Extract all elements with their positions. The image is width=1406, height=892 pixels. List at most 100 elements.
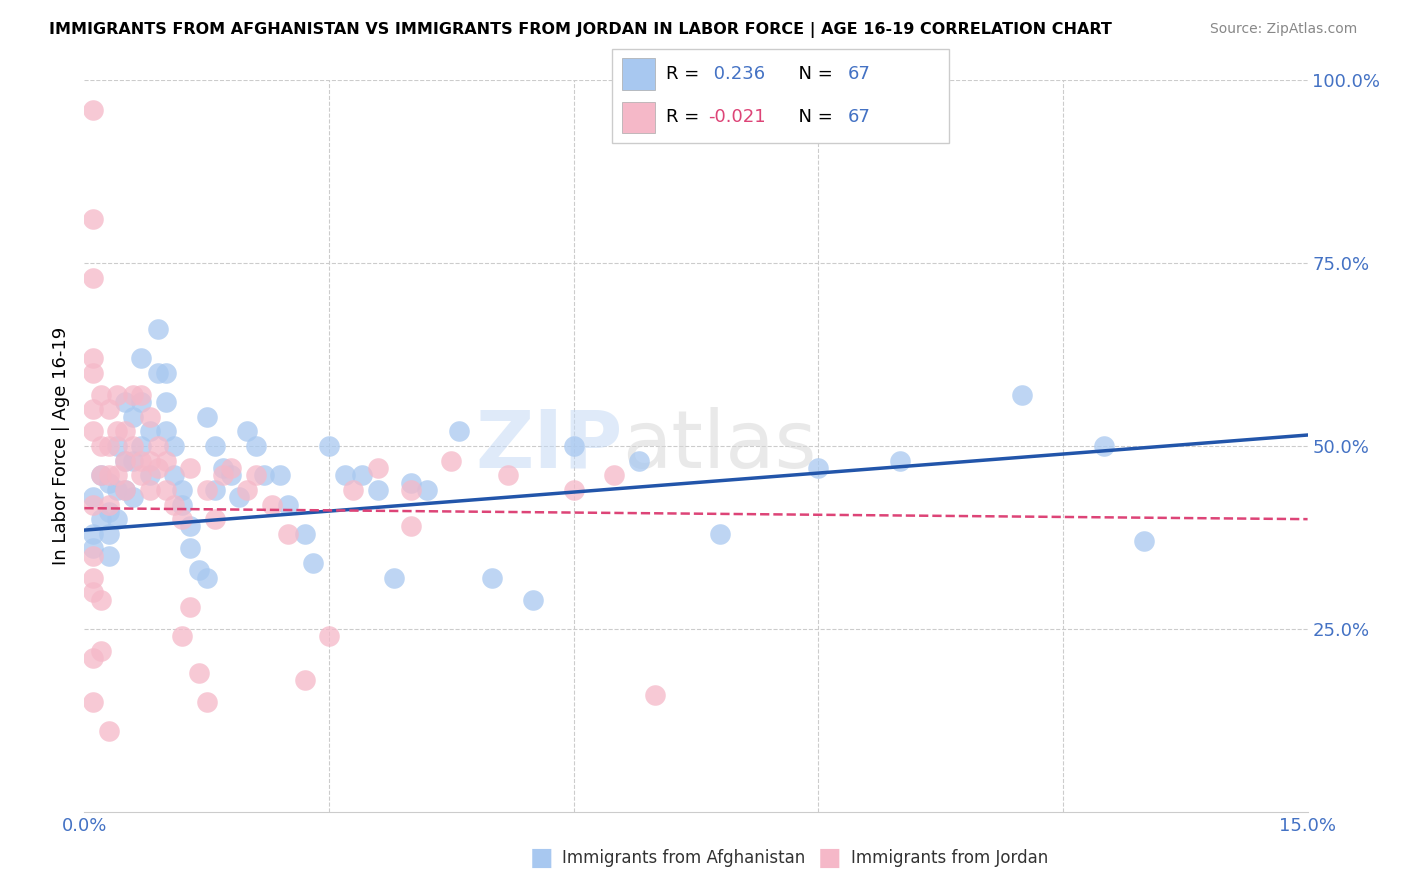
Point (350, 468, 373, 483)
Text: 0.236: 0.236 (707, 65, 765, 83)
Point (399, 475, 422, 490)
Point (195, 483, 218, 497)
Point (212, 468, 235, 483)
Point (114, 453, 136, 467)
Point (138, 409, 160, 424)
Point (114, 483, 136, 497)
Point (97, 402, 120, 417)
Point (245, 439, 267, 453)
Point (90, 468, 112, 483)
Point (163, 468, 186, 483)
Point (172, 512, 194, 526)
Point (105, 483, 128, 497)
Point (114, 453, 136, 467)
Point (82, 541, 104, 556)
Point (179, 599, 201, 614)
Point (498, 468, 520, 483)
Point (367, 461, 389, 475)
Point (277, 526, 299, 541)
Point (179, 519, 201, 533)
Point (138, 453, 160, 467)
Point (179, 541, 201, 556)
Point (82, 498, 104, 512)
Point (82, 366, 104, 380)
Text: R =: R = (665, 65, 704, 83)
Point (318, 629, 340, 643)
Point (82, 270, 104, 285)
Point (228, 490, 250, 504)
Point (131, 439, 153, 453)
Point (131, 351, 153, 366)
Point (146, 461, 169, 475)
Point (82, 402, 104, 417)
Text: N =: N = (787, 65, 838, 83)
Text: N =: N = (787, 109, 838, 127)
Point (172, 498, 194, 512)
Text: ■: ■ (818, 847, 841, 870)
Point (187, 563, 209, 577)
Point (807, 461, 830, 475)
Y-axis label: In Labor Force | Age 16-19: In Labor Force | Age 16-19 (52, 326, 70, 566)
Point (1092, 439, 1115, 453)
Point (219, 468, 242, 483)
Point (187, 665, 209, 680)
Text: Source: ZipAtlas.com: Source: ZipAtlas.com (1209, 22, 1357, 37)
Point (97, 439, 120, 453)
Text: 67: 67 (848, 109, 870, 127)
Point (1011, 388, 1033, 402)
Point (114, 425, 136, 439)
Point (179, 461, 201, 475)
Point (253, 468, 276, 483)
Point (481, 571, 503, 585)
Point (105, 468, 128, 483)
Point (204, 439, 226, 453)
Point (122, 453, 145, 467)
Point (82, 103, 104, 117)
Point (82, 571, 104, 585)
Point (138, 468, 160, 483)
Point (146, 366, 169, 380)
Text: R =: R = (665, 109, 704, 127)
Text: Immigrants from Afghanistan: Immigrants from Afghanistan (562, 849, 806, 867)
FancyBboxPatch shape (621, 102, 655, 134)
Point (399, 483, 422, 497)
Point (294, 526, 316, 541)
Point (122, 490, 145, 504)
Point (90, 592, 112, 607)
Point (367, 483, 389, 497)
Point (889, 453, 911, 467)
Point (122, 439, 145, 453)
Point (399, 519, 422, 533)
Point (97, 468, 120, 483)
Point (138, 483, 160, 497)
Point (155, 395, 177, 409)
Text: IMMIGRANTS FROM AFGHANISTAN VS IMMIGRANTS FROM JORDAN IN LABOR FORCE | AGE 16-19: IMMIGRANTS FROM AFGHANISTAN VS IMMIGRANT… (49, 22, 1112, 38)
Point (204, 483, 226, 497)
Point (245, 468, 267, 483)
Point (204, 512, 226, 526)
Point (195, 571, 218, 585)
Point (90, 468, 112, 483)
Point (335, 468, 357, 483)
Point (449, 425, 471, 439)
Point (236, 483, 259, 497)
Point (105, 388, 128, 402)
Point (105, 512, 128, 526)
Point (97, 526, 120, 541)
Point (146, 439, 169, 453)
Point (138, 425, 160, 439)
Point (562, 439, 585, 453)
Point (97, 498, 120, 512)
Point (416, 483, 439, 497)
Point (97, 505, 120, 519)
Point (212, 461, 235, 475)
Point (163, 439, 186, 453)
Point (131, 468, 153, 483)
Point (131, 453, 153, 467)
Point (382, 571, 405, 585)
Point (97, 549, 120, 563)
Point (82, 585, 104, 599)
Point (277, 498, 299, 512)
Point (342, 483, 364, 497)
Text: Immigrants from Jordan: Immigrants from Jordan (851, 849, 1047, 867)
